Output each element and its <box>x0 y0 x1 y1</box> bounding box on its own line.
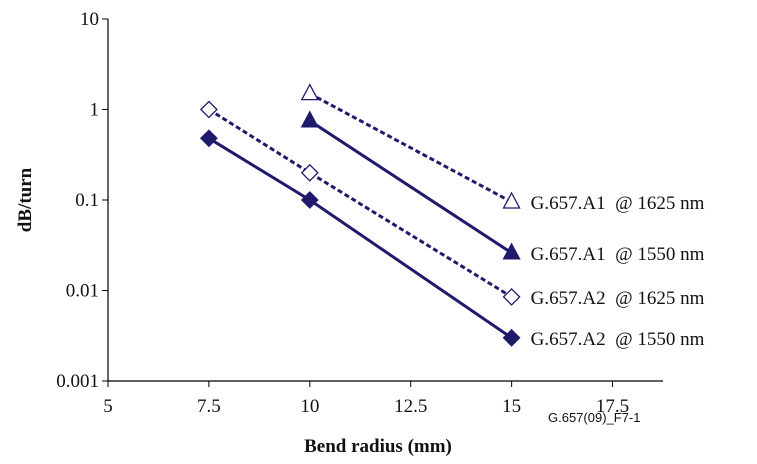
data-point <box>300 191 319 209</box>
series-labels: G.657.A1 @ 1625 nm G.657.A1 @ 1550 nm G.65… <box>531 193 705 350</box>
series-line <box>208 137 513 340</box>
series-label: G.657.A1 @ 1550 nm <box>531 244 705 265</box>
x-axis-ticks: 5 7.5 10 12.5 15 17.5 <box>103 381 629 417</box>
y-tick-label: 0.01 <box>66 281 99 302</box>
x-tick-label: 5 <box>103 396 113 417</box>
x-tick-label: 7.5 <box>197 396 221 417</box>
series-line <box>309 92 513 204</box>
data-point <box>199 100 218 119</box>
data-point <box>300 163 319 182</box>
y-tick-label: 10 <box>80 9 99 30</box>
y-axis-title: dB/turn <box>15 167 36 232</box>
series-line <box>208 108 513 299</box>
x-tick-label: 10 <box>300 396 319 417</box>
series-label: G.657.A1 @ 1625 nm <box>531 193 705 214</box>
data-point <box>502 191 521 209</box>
data-point <box>502 328 521 347</box>
data-point <box>300 83 319 101</box>
y-tick-label: 0.001 <box>56 371 99 392</box>
figure-id: G.657(09)_F7-1 <box>548 410 641 425</box>
data-point <box>502 242 521 260</box>
y-axis-ticks: 0.001 0.01 0.1 1 10 <box>56 9 108 392</box>
y-tick-label: 1 <box>90 100 100 121</box>
series-label: G.657.A2 @ 1625 nm <box>531 288 705 309</box>
x-tick-label: 12.5 <box>394 396 427 417</box>
series-label: G.657.A2 @ 1550 nm <box>531 329 705 350</box>
data-point <box>300 110 319 128</box>
x-tick-label: 17.5 <box>596 396 629 417</box>
x-axis-title: Bend radius (mm) <box>304 436 452 457</box>
x-tick-label: 15 <box>502 396 521 417</box>
y-tick-label: 0.1 <box>75 190 99 211</box>
series-line <box>308 119 513 255</box>
series-group <box>199 83 521 347</box>
data-point <box>199 129 218 148</box>
data-point <box>502 287 521 306</box>
